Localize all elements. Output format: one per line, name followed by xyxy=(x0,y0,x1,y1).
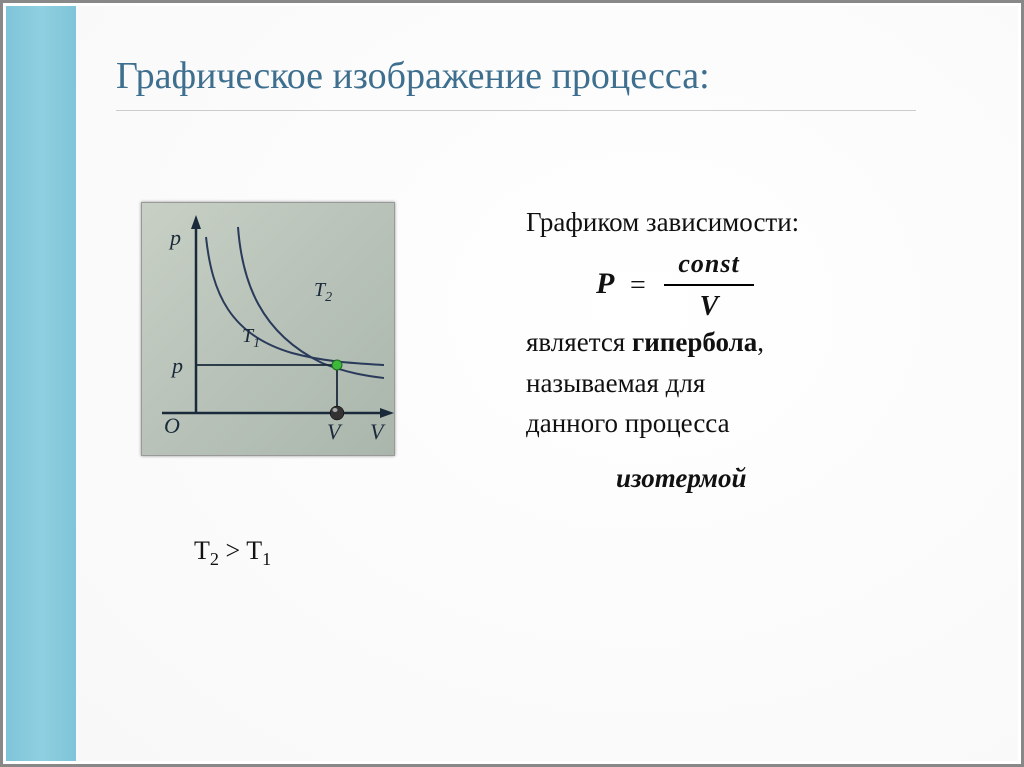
curve-t1-label: T1 xyxy=(242,325,260,352)
y-axis-label: p xyxy=(170,225,181,251)
formula-numerator: const xyxy=(664,246,754,281)
isotherm-outer xyxy=(238,227,384,378)
left-stripe xyxy=(6,6,76,761)
formula: P = const V xyxy=(596,246,966,318)
desc-line5: изотермой xyxy=(616,460,966,496)
formula-bar xyxy=(664,284,754,286)
temperature-relation: T2 > T1 xyxy=(194,536,271,570)
point-green xyxy=(332,360,342,370)
page-title: Графическое изображение процесса: xyxy=(116,54,710,98)
formula-denominator: V xyxy=(664,288,754,326)
pv-chart: p p O V V T1 T2 xyxy=(141,202,395,456)
description-text: Графиком зависимости: P = const V являет… xyxy=(526,204,966,500)
formula-lhs: P xyxy=(596,264,614,305)
curve-t2-label: T2 xyxy=(314,279,332,306)
point-dark xyxy=(330,406,344,420)
title-underline xyxy=(116,110,916,111)
axis-x-arrow xyxy=(380,408,394,418)
x-axis-label: V xyxy=(370,419,383,445)
point-dark-highlight xyxy=(333,408,338,412)
content-area: Графическое изображение процесса: p xyxy=(76,6,1018,761)
formula-eq: = xyxy=(630,267,646,305)
desc-line2: является гипербола, xyxy=(526,324,966,360)
desc-line3: называемая для xyxy=(526,365,966,401)
origin-label: O xyxy=(164,413,180,439)
slide-frame: Графическое изображение процесса: p xyxy=(0,0,1024,767)
desc-line4: данного процесса xyxy=(526,405,966,441)
formula-fraction: const V xyxy=(664,246,754,325)
x-tick-label: V xyxy=(327,419,340,445)
chart-inner: p p O V V T1 T2 xyxy=(142,203,394,455)
desc-line1: Графиком зависимости: xyxy=(526,204,966,240)
y-tick-label: p xyxy=(172,353,183,379)
axis-y-arrow xyxy=(191,215,201,229)
